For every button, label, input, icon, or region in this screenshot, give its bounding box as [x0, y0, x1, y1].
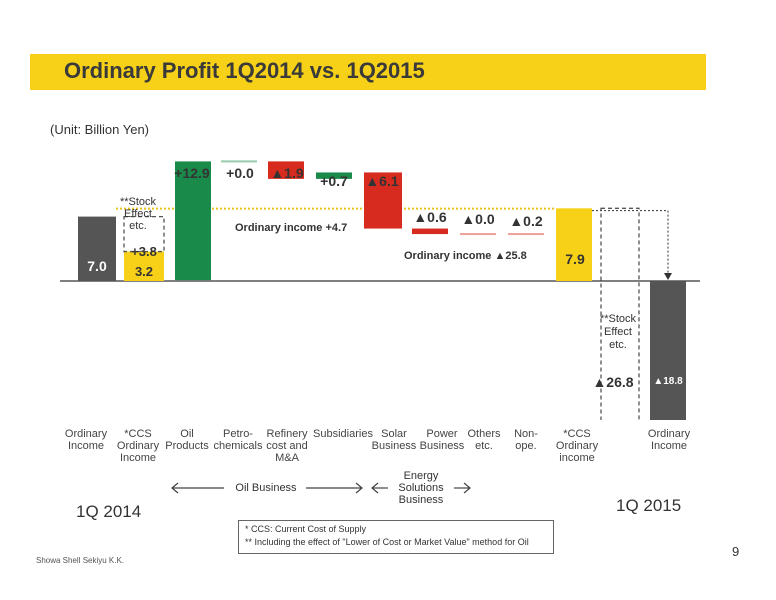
stock-effect-left-label: **Stock: [120, 196, 157, 208]
bar-oil: [175, 161, 211, 281]
category-label: Solar Business: [371, 428, 417, 452]
title-band: [30, 54, 706, 90]
ordinary-income-minus-label: Ordinary income ▲25.8: [404, 250, 527, 262]
bar-ord15_stock: [600, 207, 640, 420]
value-label-ccs15: 7.9: [565, 251, 585, 267]
value-label-nonope: ▲0.2: [509, 213, 543, 229]
category-label: *CCS Ordinary Income: [116, 428, 160, 464]
oil-business-label: Oil Business: [235, 482, 297, 494]
period-1q2014: 1Q 2014: [76, 502, 142, 521]
page-title: Ordinary Profit 1Q2014 vs. 1Q2015: [64, 58, 425, 83]
value-label-oil: +12.9: [174, 165, 210, 181]
company-name: Showa Shell Sekiyu K.K.: [36, 556, 125, 565]
category-label: Others etc.: [467, 428, 501, 452]
energy-right-arrowhead: [463, 482, 471, 494]
category-label: *CCS Ordinary income: [555, 428, 599, 464]
category-label: Subsidiaries: [313, 428, 373, 440]
bar-subsidiaries: [316, 172, 352, 179]
stock-effect-right-label: **Stock: [600, 313, 637, 325]
stock-effect-left-label: Effect: [124, 208, 152, 220]
left-arrowhead: [171, 482, 179, 494]
value-label-power: ▲0.6: [413, 209, 447, 225]
right-arrowhead: [355, 482, 363, 494]
category-label: Oil Products: [165, 428, 209, 452]
bar-refinery: [268, 161, 304, 179]
value-label-petro: +0.0: [226, 165, 254, 181]
ordinary-income-arrowhead: [664, 273, 672, 280]
category-label: Petro- chemicals: [213, 428, 263, 452]
value-label-solar: ▲6.1: [365, 173, 399, 189]
bar-others: [460, 233, 496, 236]
category-label: Ordinary Income: [64, 428, 108, 452]
bar-ccs15: [556, 208, 592, 281]
value-label-ord14_stock: +3.8: [131, 244, 157, 259]
value-label-ord14_ccs: 3.2: [135, 264, 153, 279]
ordinary-income-plus-label: Ordinary income +4.7: [235, 222, 347, 234]
value-label-ord14: 7.0: [87, 258, 107, 274]
footnote-stock-effect: ** Including the effect of "Lower of Cos…: [245, 537, 529, 547]
value-label-refinery: ▲1.9: [270, 165, 304, 181]
value-label-ord15: ▲18.8: [653, 376, 683, 387]
period-1q2015: 1Q 2015: [616, 496, 682, 515]
category-label: Non- ope.: [514, 428, 538, 452]
bar-power: [412, 228, 448, 235]
stock-effect-right-label: Effect: [604, 326, 632, 338]
stock-effect-left-label: etc.: [129, 220, 147, 232]
value-label-others: ▲0.0: [461, 211, 495, 227]
energy-left-arrowhead: [371, 482, 379, 494]
category-label: Power Business: [419, 428, 465, 452]
category-label: Refinery cost and M&A: [266, 428, 308, 464]
waterfall-chart: 3.2 +3.8 7.0 +12.9 +0.0 ▲1.9 +0.7 ▲6.1 ▲0.6 ▲0.0 ▲…: [60, 160, 700, 420]
unit-label: (Unit: Billion Yen): [50, 122, 149, 137]
bar-ord15: [650, 281, 686, 420]
energy-solutions-label: Energy Solutions Business: [398, 470, 444, 506]
value-label-subsidiaries: +0.7: [320, 173, 348, 189]
value-label-ord15_stock: ▲26.8: [592, 374, 633, 390]
stock-effect-right-label: etc.: [609, 339, 627, 351]
category-label: Ordinary Income: [647, 428, 691, 452]
bar-petro: [221, 160, 257, 163]
footnote-box: * CCS: Current Cost of Supply ** Includi…: [238, 520, 554, 554]
bar-ord14_ccs: [124, 251, 164, 281]
segment-arrows: [171, 482, 471, 494]
bar-solar: [364, 172, 402, 229]
bar-nonope: [508, 233, 544, 236]
page-number: 9: [732, 544, 740, 559]
bar-ord14_stock: [123, 215, 165, 253]
footnote-ccs: * CCS: Current Cost of Supply: [245, 524, 367, 534]
bar-ord14: [78, 216, 116, 281]
